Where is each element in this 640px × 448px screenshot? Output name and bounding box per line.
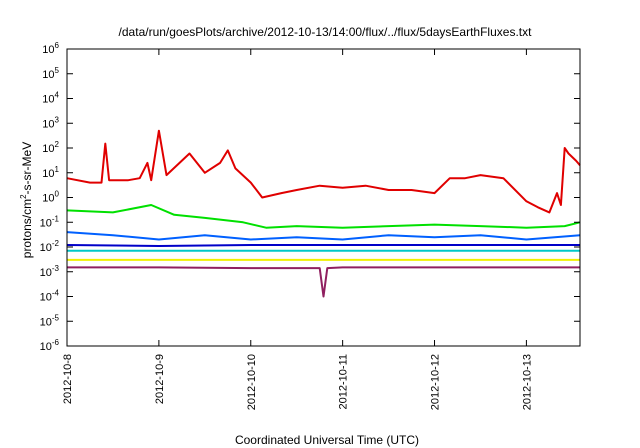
x-axis-label: Coordinated Universal Time (UTC)	[235, 433, 419, 447]
y-tick-label: 10-3	[40, 264, 60, 279]
x-tick-label: 2012-10-8	[62, 354, 74, 404]
y-tick-base: 10	[40, 316, 52, 328]
y-tick-base: 10	[42, 44, 54, 56]
y-tick-label: 10-4	[40, 289, 60, 304]
y-tick-exp: 3	[55, 115, 60, 124]
y-tick-exp: 5	[55, 66, 60, 75]
y-tick-label: 100	[42, 190, 59, 205]
y-tick-exp: 6	[55, 41, 60, 50]
y-tick-exp: 1	[55, 165, 60, 174]
series-line-1	[66, 129, 581, 214]
y-tick-exp: 2	[55, 140, 60, 149]
y-tick-label: 10-2	[40, 239, 60, 254]
y-tick-base: 10	[42, 94, 54, 106]
y-tick-base: 10	[40, 341, 52, 353]
y-axis-label-sup: 2	[19, 194, 28, 199]
y-tick-label: 103	[42, 115, 59, 130]
y-tick-label: 10-1	[40, 214, 60, 229]
series-line-3	[66, 231, 581, 241]
y-tick-exp: -5	[52, 313, 60, 322]
y-tick-base: 10	[42, 193, 54, 205]
y-tick-base: 10	[42, 143, 54, 155]
y-axis-label: protons/cm2-s-sr-MeV	[19, 142, 34, 258]
series-layer	[66, 129, 581, 298]
plot-frame	[66, 48, 581, 347]
y-tick-label: 106	[42, 41, 59, 56]
y-tick-label: 10-5	[40, 313, 60, 328]
x-tick-label: 2012-10-10	[246, 354, 258, 410]
y-tick-label: 104	[42, 91, 59, 106]
y-tick-exp: 4	[55, 91, 60, 100]
series-line-4	[66, 244, 580, 247]
y-tick-label: 102	[42, 140, 59, 155]
series-line-7	[67, 266, 580, 298]
y-tick-exp: 0	[55, 190, 60, 199]
y-tick-base: 10	[40, 267, 52, 279]
y-tick-exp: -1	[52, 214, 60, 223]
y-tick-base: 10	[42, 168, 54, 180]
y-tick-label: 101	[42, 165, 59, 180]
y-axis-label-rest: -s-sr-MeV	[20, 142, 34, 195]
x-tick-label: 2012-10-13	[521, 354, 533, 410]
x-tick-label: 2012-10-11	[338, 354, 350, 409]
y-axis-label-base: protons/cm	[20, 199, 34, 258]
y-tick-base: 10	[40, 217, 52, 229]
x-tick-label: 2012-10-12	[430, 354, 442, 410]
y-tick-label: 10-6	[40, 338, 60, 353]
y-tick-exp: -6	[52, 338, 60, 347]
y-tick-base: 10	[40, 242, 52, 254]
y-tick-base: 10	[42, 118, 54, 130]
y-tick-exp: -2	[52, 239, 60, 248]
series-line-2	[66, 204, 581, 229]
y-tick-exp: -3	[52, 264, 60, 273]
y-tick-base: 10	[42, 69, 54, 81]
chart-title: /data/run/goesPlots/archive/2012-10-13/1…	[119, 25, 533, 39]
x-tick-label: 2012-10-9	[154, 354, 166, 404]
y-tick-base: 10	[40, 292, 52, 304]
tick-layer: 10-610-510-410-310-210-11001011021031041…	[40, 41, 580, 410]
y-tick-label: 105	[42, 66, 59, 81]
y-tick-exp: -4	[52, 289, 60, 298]
